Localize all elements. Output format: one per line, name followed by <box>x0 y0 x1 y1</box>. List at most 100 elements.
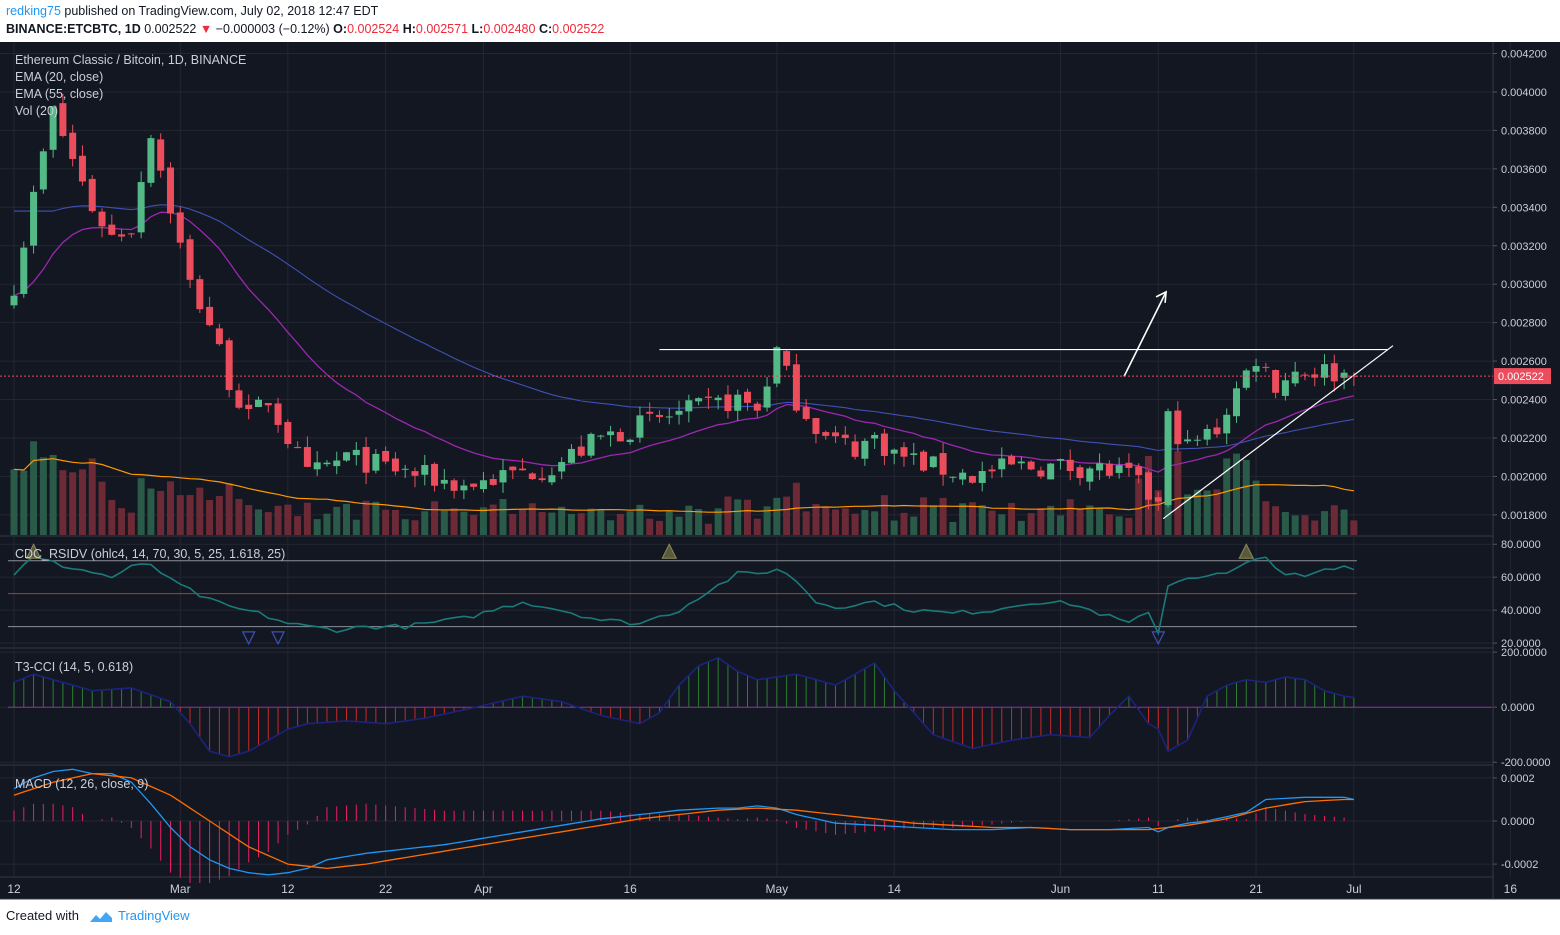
candle-body[interactable] <box>519 468 527 471</box>
candle-body[interactable] <box>802 407 810 419</box>
candle-body[interactable] <box>1340 372 1348 378</box>
candle-body[interactable] <box>949 476 957 478</box>
candle-body[interactable] <box>294 446 302 449</box>
candle-body[interactable] <box>978 471 986 483</box>
candle-body[interactable] <box>880 433 888 456</box>
candle-body[interactable] <box>773 347 781 384</box>
candle-body[interactable] <box>450 480 458 491</box>
candle-body[interactable] <box>421 465 429 475</box>
candle-body[interactable] <box>118 234 126 237</box>
candle-body[interactable] <box>382 450 390 462</box>
legend-macd[interactable]: MACD (12, 26, close, 9) <box>15 777 148 791</box>
candle-body[interactable] <box>245 404 253 410</box>
legend-volume[interactable]: Vol (20) <box>15 104 58 118</box>
candle-body[interactable] <box>646 411 654 414</box>
candle-body[interactable] <box>313 462 321 470</box>
candle-body[interactable] <box>1135 466 1143 476</box>
candle-body[interactable] <box>607 431 615 436</box>
candle-body[interactable] <box>401 468 409 470</box>
candle-body[interactable] <box>1115 465 1123 473</box>
candle-body[interactable] <box>567 448 575 463</box>
candle-body[interactable] <box>1262 366 1270 368</box>
candle-body[interactable] <box>157 139 165 171</box>
candle-body[interactable] <box>538 478 546 481</box>
candle-body[interactable] <box>910 453 918 455</box>
candle-body[interactable] <box>460 485 468 491</box>
candle-body[interactable] <box>1184 439 1192 442</box>
candle-body[interactable] <box>372 453 380 471</box>
candle-body[interactable] <box>1311 374 1319 378</box>
candlesticks[interactable] <box>10 93 1358 511</box>
candle-body[interactable] <box>968 476 976 483</box>
time-axis[interactable]: 12Mar1222Apr16May14Jun1121Jul16Aug13 <box>7 882 1560 896</box>
candle-body[interactable] <box>1291 371 1299 384</box>
chart-canvas[interactable]: 0.004200 0.004000 0.003800 0.003600 0.003400… <box>0 42 1560 902</box>
candle-body[interactable] <box>391 458 399 472</box>
candle-body[interactable] <box>998 458 1006 470</box>
candle-body[interactable] <box>675 410 683 415</box>
candle-body[interactable] <box>1096 463 1104 471</box>
candle-body[interactable] <box>704 396 712 398</box>
candle-body[interactable] <box>577 446 585 456</box>
candle-body[interactable] <box>695 398 703 402</box>
candle-body[interactable] <box>988 469 996 472</box>
candle-body[interactable] <box>166 167 174 214</box>
price-axes[interactable]: 0.004200 0.004000 0.003800 0.003600 0.003400… <box>0 49 1551 872</box>
candle-body[interactable] <box>59 103 67 136</box>
candle-body[interactable] <box>724 394 732 412</box>
candle-body[interactable] <box>616 432 624 442</box>
candle-body[interactable] <box>479 480 487 490</box>
candle-body[interactable] <box>1056 459 1064 461</box>
candle-body[interactable] <box>753 403 761 411</box>
candle-body[interactable] <box>812 418 820 434</box>
candle-body[interactable] <box>1047 463 1055 480</box>
candle-body[interactable] <box>215 328 223 345</box>
candle-body[interactable] <box>929 456 937 468</box>
candle-body[interactable] <box>1066 459 1074 471</box>
candle-body[interactable] <box>1105 463 1113 476</box>
candle-body[interactable] <box>88 178 96 212</box>
candle-body[interactable] <box>1154 497 1162 502</box>
candle-body[interactable] <box>440 479 448 484</box>
up-arrow-head-icon[interactable] <box>1155 290 1168 303</box>
candle-body[interactable] <box>626 439 634 443</box>
user-drawings[interactable] <box>659 290 1394 520</box>
candle-body[interactable] <box>1330 363 1338 382</box>
candle-body[interactable] <box>655 414 663 418</box>
candle-body[interactable] <box>734 394 742 411</box>
candle-body[interactable] <box>489 479 497 485</box>
candle-body[interactable] <box>851 441 859 457</box>
candle-body[interactable] <box>1076 467 1084 479</box>
candle-body[interactable] <box>39 151 47 190</box>
candle-body[interactable] <box>303 447 311 467</box>
candle-body[interactable] <box>763 386 771 408</box>
candle-body[interactable] <box>1242 370 1250 388</box>
candle-body[interactable] <box>235 390 243 408</box>
candle-body[interactable] <box>1213 427 1221 435</box>
candle-body[interactable] <box>108 224 116 235</box>
candle-body[interactable] <box>714 397 722 401</box>
candle-body[interactable] <box>69 132 77 159</box>
candle-body[interactable] <box>1203 428 1211 440</box>
candle-body[interactable] <box>10 295 18 306</box>
candle-body[interactable] <box>832 432 840 437</box>
support-trendline[interactable] <box>1162 345 1394 520</box>
candle-body[interactable] <box>1321 364 1329 378</box>
candle-body[interactable] <box>30 191 38 246</box>
candle-body[interactable] <box>685 400 693 412</box>
candle-body[interactable] <box>597 435 605 437</box>
candle-body[interactable] <box>1086 468 1094 482</box>
candle-body[interactable] <box>665 416 673 418</box>
candle-body[interactable] <box>861 440 869 459</box>
candle-body[interactable] <box>1017 461 1025 464</box>
candle-body[interactable] <box>1193 439 1201 441</box>
candle-body[interactable] <box>1037 470 1045 477</box>
legend-ema20[interactable]: EMA (20, close) <box>15 70 103 84</box>
candle-body[interactable] <box>587 433 595 456</box>
legend-ema55[interactable]: EMA (55, close) <box>15 87 103 101</box>
candle-body[interactable] <box>871 434 879 439</box>
candle-body[interactable] <box>1027 461 1035 470</box>
candle-body[interactable] <box>225 340 233 391</box>
candle-body[interactable] <box>744 391 751 403</box>
candle-body[interactable] <box>255 399 262 408</box>
